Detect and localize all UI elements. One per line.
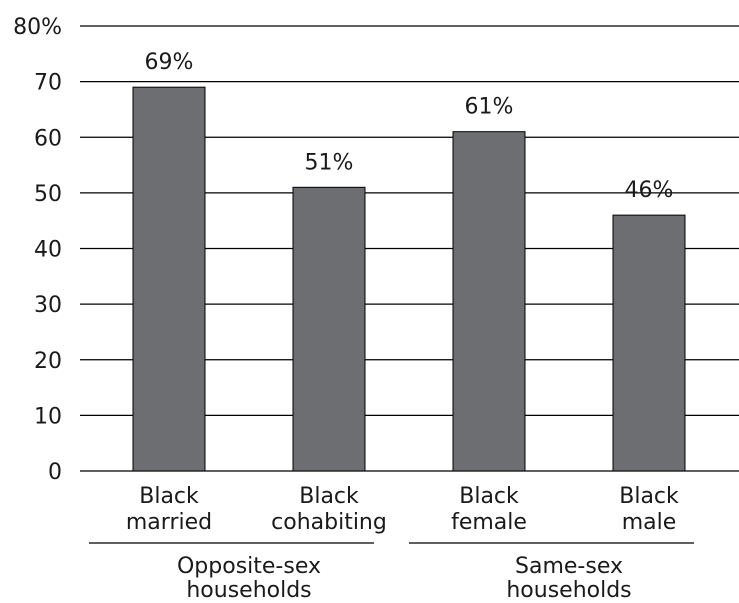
x-tick-label-line: Black xyxy=(459,484,519,509)
y-tick-label: 70 xyxy=(34,71,62,96)
y-tick-label: 80% xyxy=(13,15,62,40)
x-tick-label: Black male xyxy=(619,484,679,535)
y-axis-ticks: 0 10 20 30 40 50 60 70 80% xyxy=(13,15,62,485)
y-tick-label: 0 xyxy=(48,460,62,485)
x-tick-label-line: cohabiting xyxy=(271,510,387,535)
x-tick-label-line: Black xyxy=(139,484,199,509)
bars xyxy=(132,86,686,472)
group-label-line: Same-sex xyxy=(515,554,623,579)
y-tick-label: 30 xyxy=(34,293,62,318)
x-tick-label: Black married xyxy=(126,484,212,535)
group-label-line: Opposite-sex xyxy=(177,554,321,579)
y-tick-label: 20 xyxy=(34,349,62,374)
value-labels: 69% 51% 61% 46% xyxy=(145,50,674,203)
x-tick-label-line: married xyxy=(126,510,212,535)
data-label: 46% xyxy=(625,178,674,203)
bar xyxy=(292,186,366,472)
bar xyxy=(132,86,206,472)
x-tick-label: Black female xyxy=(451,484,527,535)
bar xyxy=(452,131,526,472)
bar xyxy=(612,214,686,472)
data-label: 51% xyxy=(305,150,354,175)
data-label: 69% xyxy=(145,50,194,75)
x-tick-label-line: Black xyxy=(299,484,359,509)
x-tick-label-line: female xyxy=(451,510,527,535)
x-tick-label-line: Black xyxy=(619,484,679,509)
data-label: 61% xyxy=(465,95,514,120)
y-tick-label: 60 xyxy=(34,126,62,151)
group-label-line: households xyxy=(506,578,631,603)
group-label-line: households xyxy=(186,578,311,603)
group-label: Same-sex households xyxy=(506,554,631,603)
group-label: Opposite-sex households xyxy=(177,554,321,603)
x-tick-label-line: male xyxy=(622,510,677,535)
y-tick-label: 10 xyxy=(34,404,62,429)
y-tick-label: 50 xyxy=(34,182,62,207)
x-tick-label: Black cohabiting xyxy=(271,484,387,535)
y-tick-label: 40 xyxy=(34,238,62,263)
